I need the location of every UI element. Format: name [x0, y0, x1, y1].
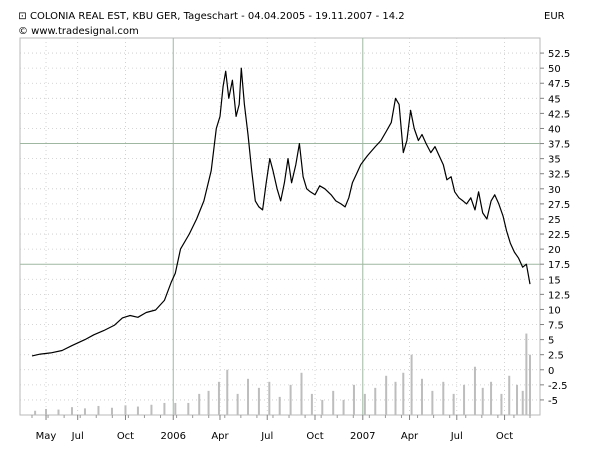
volume-bar	[70, 407, 73, 415]
volume-bar	[110, 407, 113, 415]
volume-bar	[174, 402, 177, 415]
volume-bar	[490, 381, 493, 415]
currency-label: EUR	[544, 11, 565, 22]
x-tick-label: 2007	[350, 431, 375, 442]
y-tick-label: 35	[548, 155, 561, 166]
volume-layer	[34, 333, 531, 415]
y-tick-label: 45	[548, 94, 561, 105]
volume-bar	[525, 333, 528, 415]
volume-bar	[473, 366, 476, 415]
y-tick-label: 22.5	[548, 230, 570, 241]
volume-bar	[278, 396, 281, 415]
x-tick-label: Jul	[260, 431, 273, 442]
volume-bar	[463, 384, 466, 415]
volume-bar	[508, 375, 511, 415]
volume-bar	[332, 390, 335, 415]
y-tick-label: 0	[548, 366, 554, 377]
volume-bar	[352, 384, 355, 415]
y-tick-label: 52.5	[548, 49, 570, 60]
volume-bar	[198, 393, 201, 415]
volume-bar	[300, 372, 303, 415]
y-tick-label: 2.5	[548, 351, 564, 362]
volume-bar	[268, 381, 271, 415]
x-tick-label: Oct	[117, 431, 134, 442]
grid-layer	[19, 37, 541, 416]
volume-bar	[45, 408, 48, 415]
y-tick-label: 25	[548, 215, 561, 226]
volume-bar	[385, 375, 388, 415]
source-label: © www.tradesignal.com	[18, 26, 139, 37]
volume-bar	[83, 408, 86, 415]
volume-bar	[150, 404, 153, 415]
volume-bar	[97, 405, 100, 415]
x-tick-label: Jul	[71, 431, 84, 442]
volume-bar	[529, 354, 531, 415]
volume-bar	[363, 393, 366, 415]
volume-bar	[402, 372, 405, 415]
x-tick-label: Oct	[496, 431, 513, 442]
plot-frame	[19, 37, 541, 416]
chart-title-text: COLONIA REAL EST, KBU GER, Tageschart - …	[30, 11, 405, 22]
volume-bar	[124, 405, 127, 415]
x-tick-label: Oct	[306, 431, 323, 442]
y-tick-label: 5	[548, 336, 554, 347]
candlestick-icon: ⊡	[18, 11, 27, 22]
y-tick-label: 50	[548, 64, 561, 75]
volume-bar	[163, 402, 166, 415]
volume-bar	[310, 393, 313, 415]
volume-bar	[57, 409, 60, 415]
volume-bar	[452, 393, 455, 415]
y-tick-label: -2.5	[548, 381, 568, 392]
x-tick-label: Jul	[450, 431, 463, 442]
volume-bar	[481, 387, 484, 415]
volume-bar	[289, 384, 292, 415]
volume-bar	[257, 387, 260, 415]
y-tick-label: 20	[548, 245, 561, 256]
volume-bar	[342, 399, 345, 415]
volume-bar	[500, 393, 503, 415]
price-line	[31, 67, 531, 357]
y-tick-label: 15	[548, 275, 561, 286]
volume-bar	[321, 399, 324, 415]
y-tick-label: 32.5	[548, 170, 570, 181]
y-tick-label: 17.5	[548, 260, 570, 271]
y-tick-label: 12.5	[548, 290, 570, 301]
volume-bar	[207, 390, 210, 415]
y-tick-label: 10	[548, 305, 561, 316]
y-tick-label: 27.5	[548, 200, 570, 211]
volume-bar	[431, 390, 434, 415]
y-tick-label: 7.5	[548, 321, 564, 332]
x-tick-label: May	[36, 431, 57, 442]
x-tick-label: 2006	[161, 431, 186, 442]
volume-bar	[420, 378, 423, 415]
volume-bar	[394, 381, 397, 415]
volume-bar	[516, 384, 519, 415]
y-tick-label: 30	[548, 185, 561, 196]
volume-bar	[217, 381, 220, 415]
y-tick-label: -5	[548, 396, 558, 407]
y-tick-label: 40	[548, 124, 561, 135]
volume-bar	[410, 354, 413, 415]
y-tick-label: 42.5	[548, 109, 570, 120]
volume-bar	[187, 402, 190, 415]
x-tick-label: Apr	[401, 431, 419, 442]
chart-title: ⊡ COLONIA REAL EST, KBU GER, Tageschart -…	[18, 11, 405, 22]
volume-bar	[236, 393, 239, 415]
y-tick-label: 47.5	[548, 79, 570, 90]
x-tick-label: Apr	[211, 431, 229, 442]
volume-bar	[34, 410, 37, 415]
line-layer	[31, 67, 531, 357]
volume-bar	[442, 381, 445, 415]
y-tick-label: 37.5	[548, 140, 570, 151]
volume-bar	[247, 378, 250, 415]
volume-bar	[521, 390, 524, 415]
volume-bar	[136, 406, 139, 415]
volume-bar	[226, 369, 229, 415]
axis-layer: 52.55047.54542.54037.53532.53027.52522.5…	[31, 49, 570, 442]
volume-bar	[374, 387, 377, 415]
